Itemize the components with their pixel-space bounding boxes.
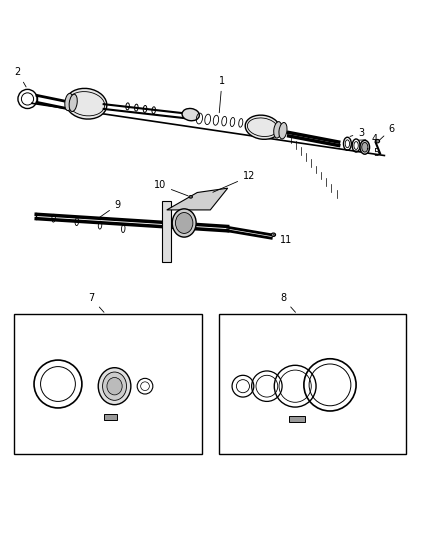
Ellipse shape [172,209,196,237]
Ellipse shape [65,93,73,111]
Text: 2: 2 [14,67,26,87]
Text: 1: 1 [219,76,225,112]
Ellipse shape [66,88,107,119]
Ellipse shape [69,94,77,111]
Text: 4: 4 [359,134,378,144]
Text: 9: 9 [99,200,121,217]
Polygon shape [167,188,228,210]
Polygon shape [162,201,171,262]
Bar [14,314,201,454]
Text: 7: 7 [88,293,104,312]
Text: 10: 10 [154,180,188,196]
Text: 11: 11 [273,235,292,245]
Ellipse shape [274,122,282,138]
Ellipse shape [279,123,287,139]
Bar [219,314,406,454]
Ellipse shape [176,213,193,233]
Ellipse shape [102,372,127,400]
Ellipse shape [107,377,122,395]
Bar [289,416,305,422]
Bar [104,415,117,419]
Text: 3: 3 [350,128,364,138]
Text: 6: 6 [379,124,395,140]
Text: 5: 5 [367,148,380,158]
Ellipse shape [362,142,368,152]
Text: 12: 12 [213,172,255,192]
Ellipse shape [182,108,199,121]
Text: 8: 8 [280,293,296,312]
Ellipse shape [98,368,131,405]
Ellipse shape [189,196,192,198]
Ellipse shape [360,140,370,154]
Ellipse shape [245,115,280,139]
Ellipse shape [271,233,276,237]
Ellipse shape [375,140,380,143]
